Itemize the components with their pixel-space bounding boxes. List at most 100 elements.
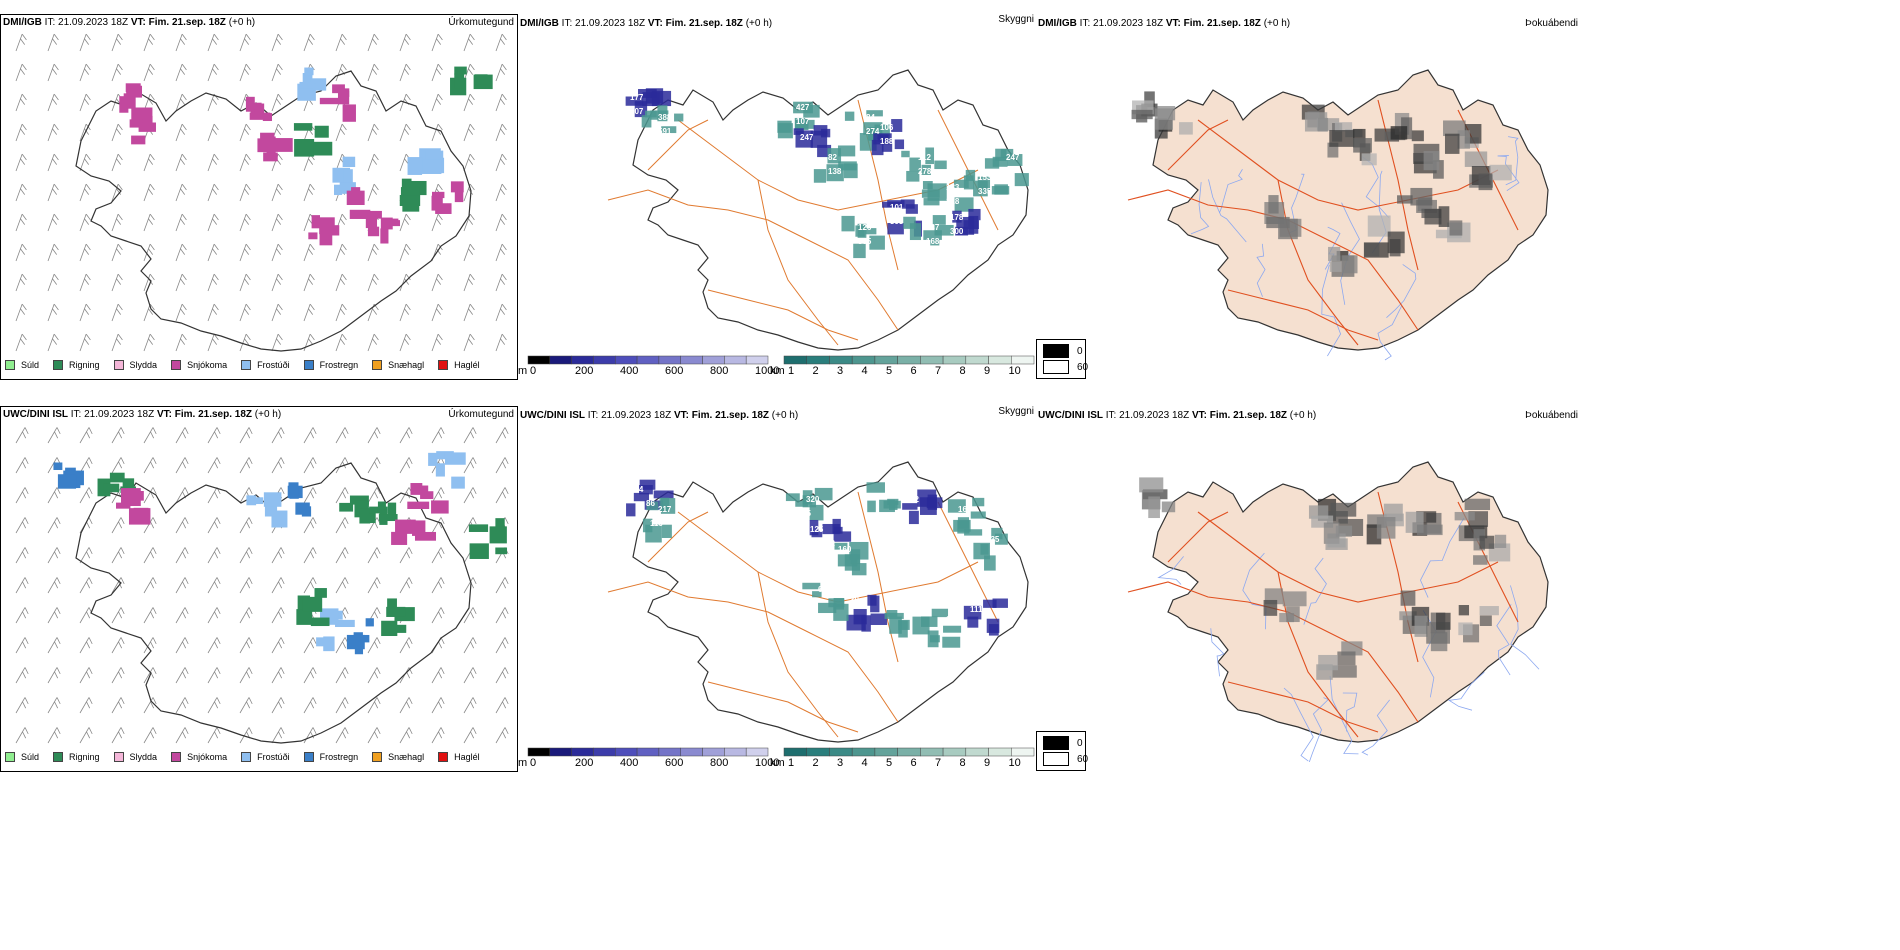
cloud-base-label: 168 (926, 237, 940, 246)
wind-barb (367, 457, 381, 474)
fog-swatch-0 (1043, 736, 1069, 750)
height-color-step (680, 355, 703, 365)
wind-barb (239, 183, 251, 202)
cloud-cell (818, 602, 837, 614)
cloud-cell (905, 204, 918, 214)
vis-tick-label: 5 (886, 757, 893, 769)
wind-barb (79, 273, 91, 292)
wind-barb (399, 457, 413, 474)
legend-swatch (53, 360, 64, 370)
fog-cell (1353, 138, 1372, 153)
precip-cell (421, 159, 442, 174)
offset: (+0 h) (745, 18, 773, 29)
cloud-cell (968, 215, 979, 234)
vt-label: VT: (130, 17, 146, 28)
precip-cell (432, 191, 445, 199)
cloud-cell (869, 235, 885, 250)
wind-barb (303, 667, 317, 684)
wind-barb (15, 517, 29, 534)
wind-barb (495, 667, 509, 684)
wind-barb (303, 487, 317, 504)
precip-cell (263, 152, 278, 162)
wind-barb (207, 123, 219, 142)
model-name: UWC/DINI ISL (520, 410, 585, 421)
fog-panel-top: DMI/IGB IT: 21.09.2023 18Z VT: Fim. 21.s… (1036, 14, 1578, 380)
cloud-cell (909, 223, 922, 241)
wind-barb (431, 427, 445, 444)
fog-cell (1363, 242, 1389, 258)
vis-color-step (942, 355, 967, 365)
cloud-base-label: 135 (986, 535, 1000, 544)
wind-barb (15, 183, 27, 202)
wind-barb (239, 303, 251, 322)
height-color-step (702, 355, 725, 365)
cloud-cell (634, 101, 648, 118)
wind-barb (111, 33, 123, 52)
fog-cell (1161, 501, 1176, 513)
wind-barb (431, 303, 443, 322)
cloud-cell (625, 96, 644, 106)
wind-barb (143, 517, 157, 534)
cloud-base-label: 125 (810, 525, 824, 534)
cloud-cell (633, 492, 650, 502)
cloud-cell (1000, 148, 1014, 159)
precip-cell (435, 203, 452, 214)
height-color-step (680, 747, 703, 757)
wind-barb (463, 303, 475, 322)
vis-tick-label: 8 (959, 365, 966, 377)
legend-item: Haglél (438, 360, 480, 370)
height-color-step (593, 747, 616, 757)
cloud-cell (777, 123, 793, 139)
legend-label: Haglél (454, 360, 480, 370)
precip-cell (387, 598, 397, 609)
precip-cell (474, 74, 488, 85)
wind-barb (47, 697, 61, 714)
cloud-base-label: 155 (800, 147, 814, 156)
legend-label: Slydda (129, 360, 158, 370)
wind-barb (239, 63, 251, 82)
vis-tick-label: 8 (959, 757, 966, 769)
legend-label: Slydda (129, 752, 158, 762)
legend-swatch (53, 752, 64, 762)
fog-cell (1424, 209, 1442, 225)
wind-barb (175, 487, 189, 504)
precip-cell (323, 636, 335, 652)
wind-barb (111, 607, 125, 624)
wind-barb (239, 667, 253, 684)
it-value: 21.09.2023 18Z (1093, 18, 1164, 29)
wind-barb (15, 697, 29, 714)
wind-barb (79, 547, 93, 564)
precip-cell (289, 487, 299, 499)
precip-cell (109, 472, 125, 483)
vt-label: VT: (1191, 410, 1207, 421)
precip-cell (337, 90, 350, 105)
precip-cell (293, 123, 313, 131)
precip-cell (431, 500, 449, 514)
wind-barb (175, 303, 187, 322)
wind-barb (207, 727, 221, 744)
vt-label: VT: (156, 409, 172, 420)
vt-value: Fim. 21.sep. 18Z (1183, 18, 1261, 29)
wind-barb (431, 213, 443, 232)
wind-barb (463, 153, 475, 172)
wind-barb (303, 427, 317, 444)
vis-tick-label: 1 (788, 757, 795, 769)
fog-cell (1329, 130, 1355, 147)
cloud-cell (908, 510, 919, 525)
legend-item: Súld (5, 752, 39, 762)
cloud-cell (645, 110, 657, 118)
wind-barb (175, 427, 189, 444)
precip-cell (414, 531, 437, 541)
precip-cell (319, 97, 340, 105)
cloud-cell (866, 482, 885, 493)
wind-barb (431, 487, 445, 504)
it-label: IT: (1079, 18, 1091, 29)
wind-barb (47, 243, 59, 262)
precip-cell (342, 104, 356, 122)
panel-header: UWC/DINI ISL IT: 21.09.2023 18Z VT: Fim.… (1038, 410, 1316, 421)
vis-color-step (965, 355, 989, 365)
fog-cell (1361, 153, 1377, 166)
height-color-step (571, 355, 594, 365)
cloud-cell (802, 582, 821, 590)
height-color-step (615, 747, 638, 757)
